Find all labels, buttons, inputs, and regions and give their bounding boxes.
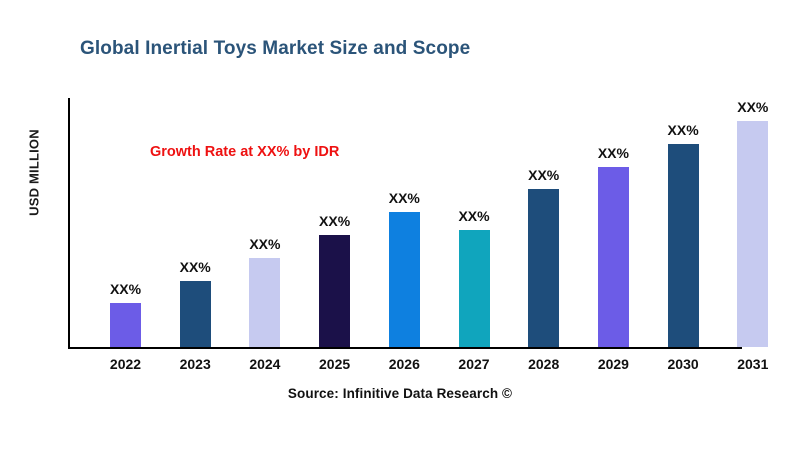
bar-2028[interactable] [528, 189, 560, 347]
bar-value-label-2027: XX% [458, 208, 490, 224]
bar-2030[interactable] [667, 144, 699, 347]
bar-value-label-2026: XX% [388, 190, 420, 206]
bar-value-label-2028: XX% [528, 167, 560, 183]
bar-2026[interactable] [388, 212, 420, 347]
x-tick-label-2023: 2023 [179, 356, 211, 372]
bar-value-label-2031: XX% [737, 99, 769, 115]
bar-value-label-2025: XX% [319, 213, 351, 229]
growth-rate-annotation: Growth Rate at XX% by IDR [150, 144, 340, 160]
x-tick-label-2031: 2031 [737, 356, 769, 372]
bar-2029[interactable] [597, 167, 629, 347]
bar-value-label-2023: XX% [179, 259, 211, 275]
bar-2023[interactable] [179, 281, 211, 347]
source-note: Source: Infinitive Data Research © [287, 386, 513, 401]
x-tick-label-2026: 2026 [388, 356, 420, 372]
bar-value-label-2030: XX% [667, 122, 699, 138]
x-tick-label-2022: 2022 [109, 356, 142, 372]
bar-2024[interactable] [249, 258, 281, 347]
x-tick-label-2030: 2030 [667, 356, 699, 372]
chart-title: Global Inertial Toys Market Size and Sco… [80, 38, 471, 59]
bar-value-label-2024: XX% [249, 236, 281, 252]
x-tick-label-2029: 2029 [597, 356, 629, 372]
bar-value-label-2022: XX% [109, 281, 142, 297]
bar-value-label-2029: XX% [597, 145, 629, 161]
x-axis-line [68, 347, 742, 349]
bar-2025[interactable] [319, 235, 351, 347]
bar-2022[interactable] [110, 303, 141, 347]
y-axis-line [68, 98, 70, 349]
x-tick-label-2025: 2025 [319, 356, 351, 372]
bar-2027[interactable] [458, 230, 490, 347]
x-tick-label-2024: 2024 [249, 356, 281, 372]
x-tick-label-2028: 2028 [528, 356, 560, 372]
x-tick-label-2027: 2027 [458, 356, 490, 372]
bar-2031[interactable] [737, 121, 769, 347]
